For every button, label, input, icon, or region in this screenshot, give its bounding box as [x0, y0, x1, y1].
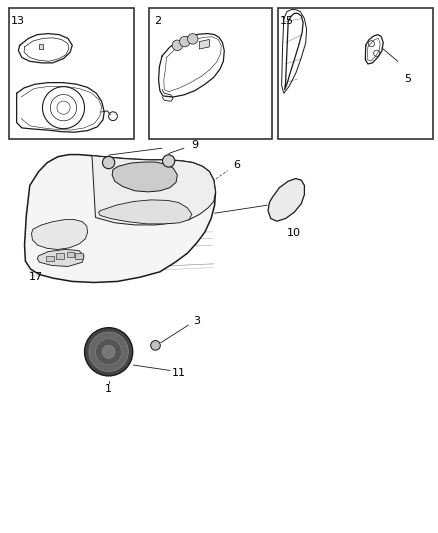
Text: 6: 6: [233, 160, 240, 170]
Polygon shape: [199, 39, 209, 49]
Circle shape: [85, 328, 133, 376]
Circle shape: [187, 34, 198, 44]
Circle shape: [180, 36, 190, 47]
Text: 2: 2: [154, 17, 161, 26]
Text: 13: 13: [11, 17, 25, 26]
Text: 15: 15: [280, 17, 294, 26]
Polygon shape: [112, 162, 177, 192]
Circle shape: [89, 332, 128, 372]
Polygon shape: [39, 44, 43, 49]
Bar: [67, 252, 74, 257]
Text: 3: 3: [193, 316, 200, 326]
Polygon shape: [37, 249, 84, 266]
Circle shape: [172, 40, 183, 51]
Text: 9: 9: [191, 140, 198, 150]
Text: 11: 11: [172, 368, 186, 378]
Polygon shape: [92, 156, 215, 225]
Circle shape: [151, 341, 160, 350]
Bar: [278, 8, 433, 139]
Text: 1: 1: [105, 384, 112, 394]
Polygon shape: [268, 179, 304, 221]
Polygon shape: [32, 220, 88, 249]
Circle shape: [95, 338, 122, 365]
Bar: [149, 8, 272, 139]
Circle shape: [162, 155, 175, 167]
Bar: [75, 253, 83, 259]
Bar: [46, 256, 54, 261]
Circle shape: [102, 345, 115, 358]
Bar: [9, 8, 134, 139]
Circle shape: [102, 156, 115, 169]
Polygon shape: [25, 155, 215, 282]
Bar: [56, 253, 64, 259]
Text: 17: 17: [29, 272, 43, 282]
Text: 5: 5: [404, 74, 411, 84]
Polygon shape: [99, 200, 192, 224]
Text: 10: 10: [286, 229, 300, 238]
